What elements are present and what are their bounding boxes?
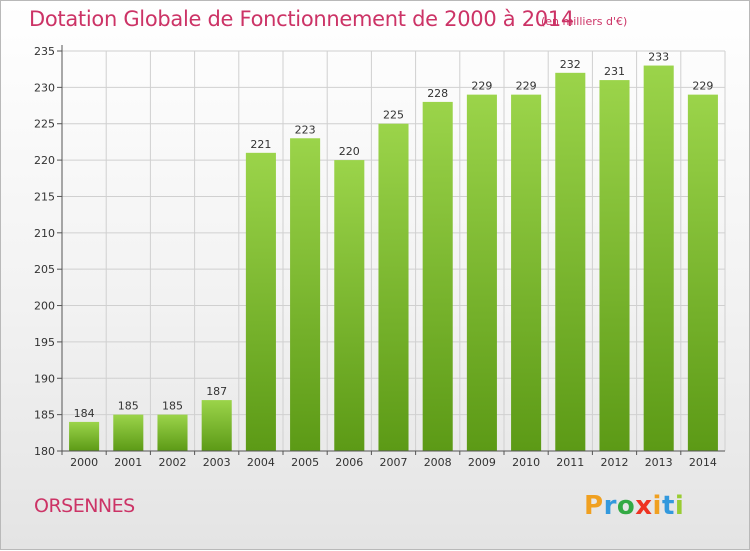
bar-2006 <box>334 160 365 451</box>
value-label: 229 <box>516 80 537 93</box>
value-label: 220 <box>339 145 360 158</box>
bar-2010 <box>511 94 542 452</box>
x-tick-label: 2008 <box>424 456 452 469</box>
bar-2002 <box>157 414 188 451</box>
bar-2004 <box>245 152 276 451</box>
bar-2008 <box>422 101 453 451</box>
y-tick-label: 200 <box>34 300 55 313</box>
logo-letter: i <box>674 491 685 521</box>
x-tick-label: 2010 <box>512 456 540 469</box>
bar-2013 <box>643 65 674 451</box>
y-tick-label: 205 <box>34 263 55 276</box>
value-label: 228 <box>427 87 448 100</box>
labels: 180 185 190 195 200 205 210 215 220 225 230 235 184 2… <box>34 45 717 469</box>
logo-letter: i <box>652 491 662 521</box>
x-tick-label: 2011 <box>556 456 584 469</box>
y-tick-label: 225 <box>34 118 55 131</box>
logo-letter: t <box>661 491 675 521</box>
value-label: 185 <box>118 400 139 413</box>
x-tick-label: 2006 <box>335 456 363 469</box>
value-label: 223 <box>295 123 316 136</box>
bar-2011 <box>555 72 586 452</box>
x-tick-label: 2004 <box>247 456 275 469</box>
bar-2012 <box>599 80 630 451</box>
y-tick-label: 195 <box>34 336 55 349</box>
y-tick-label: 220 <box>34 154 55 167</box>
bar-2007 <box>378 123 409 452</box>
value-label: 185 <box>162 400 183 413</box>
y-tick-label: 180 <box>34 445 55 458</box>
x-tick-label: 2001 <box>114 456 142 469</box>
x-tick-label: 2005 <box>291 456 319 469</box>
bar-2001 <box>113 414 144 451</box>
bar-2003 <box>201 400 232 451</box>
value-label: 225 <box>383 109 404 122</box>
bar-2005 <box>290 138 321 452</box>
logo-letter: r <box>603 491 617 521</box>
value-label: 184 <box>74 407 95 420</box>
chart-title: Dotation Globale de Fonctionnement de 20… <box>29 7 574 31</box>
bar-2009 <box>466 94 497 452</box>
value-label: 221 <box>250 138 271 151</box>
bars <box>69 65 718 452</box>
y-tick-label: 190 <box>34 372 55 385</box>
value-label: 229 <box>692 80 713 93</box>
bar-2014 <box>687 94 718 452</box>
value-label: 233 <box>648 51 669 64</box>
logo-letter: o <box>616 491 636 521</box>
value-label: 231 <box>604 65 625 78</box>
unit-note: (en milliers d'€) <box>541 15 628 28</box>
x-tick-label: 2012 <box>601 456 629 469</box>
x-tick-label: 2009 <box>468 456 496 469</box>
logo-letter: x <box>635 491 653 521</box>
value-label: 232 <box>560 58 581 71</box>
y-tick-label: 185 <box>34 409 55 422</box>
proxiti-logo: Proxiti <box>584 491 684 521</box>
x-tick-label: 2014 <box>689 456 717 469</box>
axes <box>57 45 725 455</box>
x-tick-label: 2007 <box>380 456 408 469</box>
y-tick-label: 210 <box>34 227 55 240</box>
y-tick-label: 230 <box>34 81 55 94</box>
logo-letter: P <box>584 491 604 521</box>
y-tick-label: 215 <box>34 190 55 203</box>
x-tick-label: 2003 <box>203 456 231 469</box>
x-tick-label: 2013 <box>645 456 673 469</box>
bar-2000 <box>69 421 100 451</box>
place-name: ORSENNES <box>34 495 135 517</box>
y-tick-label: 235 <box>34 45 55 58</box>
x-tick-label: 2000 <box>70 456 98 469</box>
value-label: 229 <box>471 80 492 93</box>
value-label: 187 <box>206 385 227 398</box>
x-tick-label: 2002 <box>159 456 187 469</box>
